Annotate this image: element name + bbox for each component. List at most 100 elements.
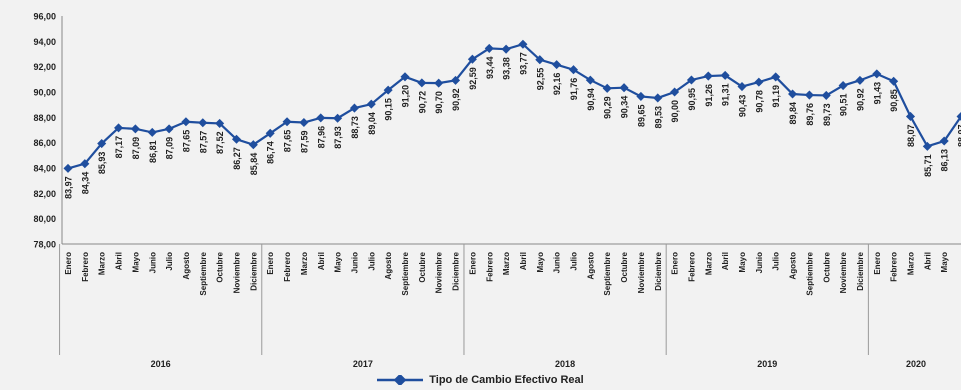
data-label: 90,92: [855, 88, 865, 111]
data-label: 91,43: [872, 82, 882, 105]
data-label: 90,94: [586, 88, 596, 111]
x-month-label: Octubre: [822, 251, 831, 282]
data-label: 92,59: [468, 67, 478, 90]
x-month-label: Septiembre: [199, 251, 208, 295]
data-point: [889, 77, 898, 86]
y-tick-label: 84,00: [33, 164, 56, 174]
x-month-label: Noviembre: [637, 251, 646, 293]
data-label: 87,09: [165, 137, 175, 160]
data-label: 85,71: [923, 154, 933, 177]
data-point: [704, 72, 713, 81]
data-label: 89,53: [653, 106, 663, 129]
y-tick-label: 82,00: [33, 189, 56, 199]
data-label: 87,65: [181, 130, 191, 153]
x-month-label: Abril: [519, 252, 528, 270]
y-tick-label: 96,00: [33, 12, 56, 22]
x-month-label: Agosto: [789, 252, 798, 280]
data-label: 90,95: [687, 88, 697, 111]
data-label: 90,85: [889, 89, 899, 112]
x-month-label: Septiembre: [603, 251, 612, 295]
x-month-label: Noviembre: [839, 251, 848, 293]
data-point: [63, 164, 72, 173]
data-point: [805, 91, 814, 100]
x-month-label: Diciembre: [856, 251, 865, 290]
data-label: 87,59: [299, 131, 309, 154]
data-point: [299, 118, 308, 127]
x-month-label: Diciembre: [249, 251, 258, 290]
x-month-label: Octubre: [216, 251, 225, 282]
x-year-label: 2018: [555, 359, 575, 369]
data-point: [636, 92, 645, 101]
data-label: 90,70: [434, 91, 444, 114]
y-tick-label: 92,00: [33, 62, 56, 72]
data-label: 90,15: [384, 98, 394, 121]
data-label: 85,93: [97, 152, 107, 175]
data-point: [417, 78, 426, 87]
data-label: 91,20: [401, 85, 411, 108]
x-month-label: Octubre: [418, 251, 427, 282]
data-label: 89,65: [636, 104, 646, 127]
data-label: 89,84: [788, 102, 798, 125]
data-label: 90,29: [603, 96, 613, 119]
data-label: 91,31: [721, 83, 731, 106]
data-point: [906, 112, 915, 121]
x-month-label: Mayo: [738, 252, 747, 273]
data-point: [131, 124, 140, 133]
x-year-label: 2019: [757, 359, 777, 369]
data-point: [653, 93, 662, 102]
data-label: 93,44: [485, 56, 495, 79]
data-label: 92,16: [552, 73, 562, 96]
data-label: 89,04: [367, 112, 377, 135]
x-month-label: Febrero: [485, 252, 494, 282]
x-month-label: Octubre: [620, 251, 629, 282]
x-month-label: Marzo: [704, 252, 713, 275]
x-month-label: Marzo: [907, 252, 916, 275]
x-month-label: Junio: [148, 252, 157, 273]
data-point: [502, 45, 511, 54]
data-label: 91,19: [771, 85, 781, 108]
data-label: 91,26: [704, 84, 714, 107]
x-month-label: Febrero: [687, 252, 696, 282]
legend: Tipo de Cambio Efectivo Real: [0, 372, 961, 388]
x-month-label: Enero: [64, 252, 73, 275]
x-month-label: Agosto: [384, 252, 393, 280]
data-point: [839, 81, 848, 90]
data-point: [198, 118, 207, 127]
x-month-label: Julio: [570, 252, 579, 271]
x-month-label: Mayo: [334, 252, 343, 273]
x-month-label: Noviembre: [435, 251, 444, 293]
x-month-label: Diciembre: [452, 251, 461, 290]
data-point: [148, 128, 157, 137]
x-year-label: 2016: [151, 359, 171, 369]
data-label: 89,73: [822, 103, 832, 126]
x-month-label: Julio: [367, 252, 376, 271]
data-label: 86,27: [232, 147, 242, 170]
x-year-label: 2017: [353, 359, 373, 369]
x-month-label: Agosto: [182, 252, 191, 280]
data-label: 87,57: [198, 131, 208, 154]
data-point: [754, 78, 763, 87]
y-tick-label: 88,00: [33, 113, 56, 123]
x-month-label: Enero: [873, 252, 882, 275]
data-label: 87,93: [333, 126, 343, 149]
data-label: 93,38: [502, 57, 512, 80]
x-month-label: Junio: [755, 252, 764, 273]
legend-label: Tipo de Cambio Efectivo Real: [429, 374, 583, 386]
data-label: 88,07: [906, 124, 916, 147]
data-label: 86,74: [266, 141, 276, 164]
x-month-label: Marzo: [502, 252, 511, 275]
data-label: 88,73: [350, 116, 360, 139]
x-month-label: Abril: [923, 252, 932, 270]
data-label: 90,00: [670, 100, 680, 123]
y-tick-label: 80,00: [33, 214, 56, 224]
data-point: [552, 60, 561, 69]
data-label: 87,17: [114, 136, 124, 159]
x-month-label: Mayo: [536, 252, 545, 273]
x-month-label: Mayo: [940, 252, 949, 273]
y-tick-label: 94,00: [33, 37, 56, 47]
data-point: [316, 113, 325, 122]
x-month-label: Septiembre: [805, 251, 814, 295]
x-month-label: Mayo: [131, 252, 140, 273]
x-month-label: Abril: [317, 252, 326, 270]
y-tick-label: 86,00: [33, 138, 56, 148]
